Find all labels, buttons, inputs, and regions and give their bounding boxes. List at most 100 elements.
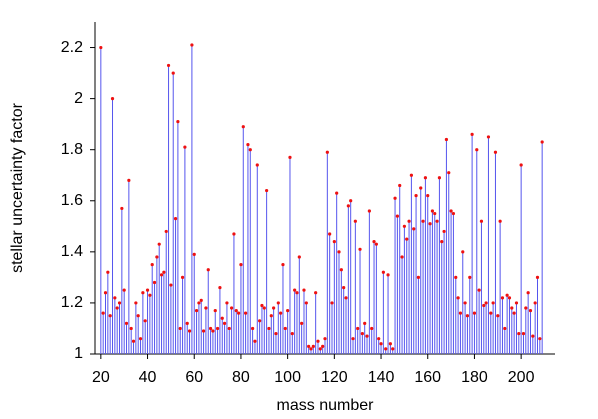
stem-marker [117,301,122,305]
x-tick-label: 140 [368,369,395,386]
stem-marker [99,45,103,50]
stem-marker [384,347,388,351]
stem-marker [521,331,526,336]
x-tick-label: 120 [321,369,348,386]
stem-marker [507,296,512,300]
stem-marker [412,227,416,231]
stem-marker [332,240,336,244]
stem-marker [356,326,360,331]
stem-marker [533,301,537,305]
stem-marker [307,344,311,348]
stem-marker [145,288,150,292]
stem-marker [440,240,444,244]
stem-marker [290,331,294,336]
stem-marker [288,155,292,159]
stem-marker [407,219,411,223]
x-tick-label: 180 [461,369,488,386]
stem-marker [344,296,348,300]
stem-marker [176,120,180,124]
stem-marker [127,178,131,182]
stem-marker [395,214,399,218]
stem-marker [374,242,378,246]
stem-marker [136,314,140,318]
stem-marker [531,334,535,338]
stem-marker [458,311,463,315]
stem-marker [491,301,495,305]
stem-marker [379,342,383,346]
stem-marker [314,291,318,295]
stem-marker [505,293,509,297]
stem-marker [222,321,227,325]
stem-marker [517,331,521,336]
stem-marker [540,140,544,144]
stem-marker [339,268,343,272]
stem-marker [335,191,339,195]
stem-marker [405,237,409,241]
stem-marker [435,219,439,223]
stem-marker [244,311,248,315]
stem-marker [342,286,346,290]
stem-marker [227,326,231,331]
stem-marker [173,217,178,221]
stem-marker [393,196,397,200]
stem-marker [489,311,493,315]
stem-marker [493,150,498,154]
stem-marker [124,321,129,325]
stem-marker [503,326,507,331]
stem-marker [251,326,255,331]
stem-marker [353,219,357,223]
stem-marker [122,288,126,292]
stem-marker [463,301,467,305]
stem-marker [358,247,362,251]
stem-marker [129,326,133,331]
stem-marker [246,142,250,147]
stem-marker [178,326,182,331]
stem-marker [496,314,500,318]
stem-marker [486,135,491,139]
stem-marker [255,163,259,167]
stem-marker [409,173,413,177]
stem-marker [218,286,222,290]
stem-marker [155,255,159,259]
stem-marker [510,306,514,310]
stem-marker [148,293,152,297]
stem-marker [274,331,278,336]
y-tick-label: 2 [74,90,83,107]
stem-marker [276,301,280,305]
stem-marker [120,206,124,211]
stem-marker [183,145,187,149]
stem-marker [262,306,266,310]
stem-marker [279,311,283,315]
stem-marker [514,301,519,305]
stem-marker [134,301,138,305]
stem-marker [157,242,161,246]
stem-marker [416,275,421,279]
stem-marker [423,176,428,180]
stem-marker [171,71,175,75]
stem-marker [337,250,341,254]
x-tick-label: 100 [274,369,301,386]
stem-marker [421,219,425,223]
stem-marker [115,306,119,310]
stem-marker [138,337,143,341]
stem-marker [472,311,477,315]
y-tick-label: 1 [74,345,83,362]
stem-marker [528,308,533,313]
stem-marker [309,347,313,351]
stem-marker [106,270,110,274]
stem-marker [234,308,238,313]
stem-marker [363,321,367,325]
stem-marker [110,97,115,101]
stem-marker [180,275,185,279]
stem-marker [402,224,406,228]
stem-marker [391,347,395,351]
y-tick-label: 1.4 [61,243,83,260]
stem-marker [108,314,112,318]
x-axis-label: mass number [277,397,375,414]
stem-marker [141,291,145,295]
stem-marker [162,270,166,274]
stem-marker [187,329,192,333]
stem-marker [447,171,451,175]
stem-marker [213,308,217,313]
stem-marker [449,209,453,213]
